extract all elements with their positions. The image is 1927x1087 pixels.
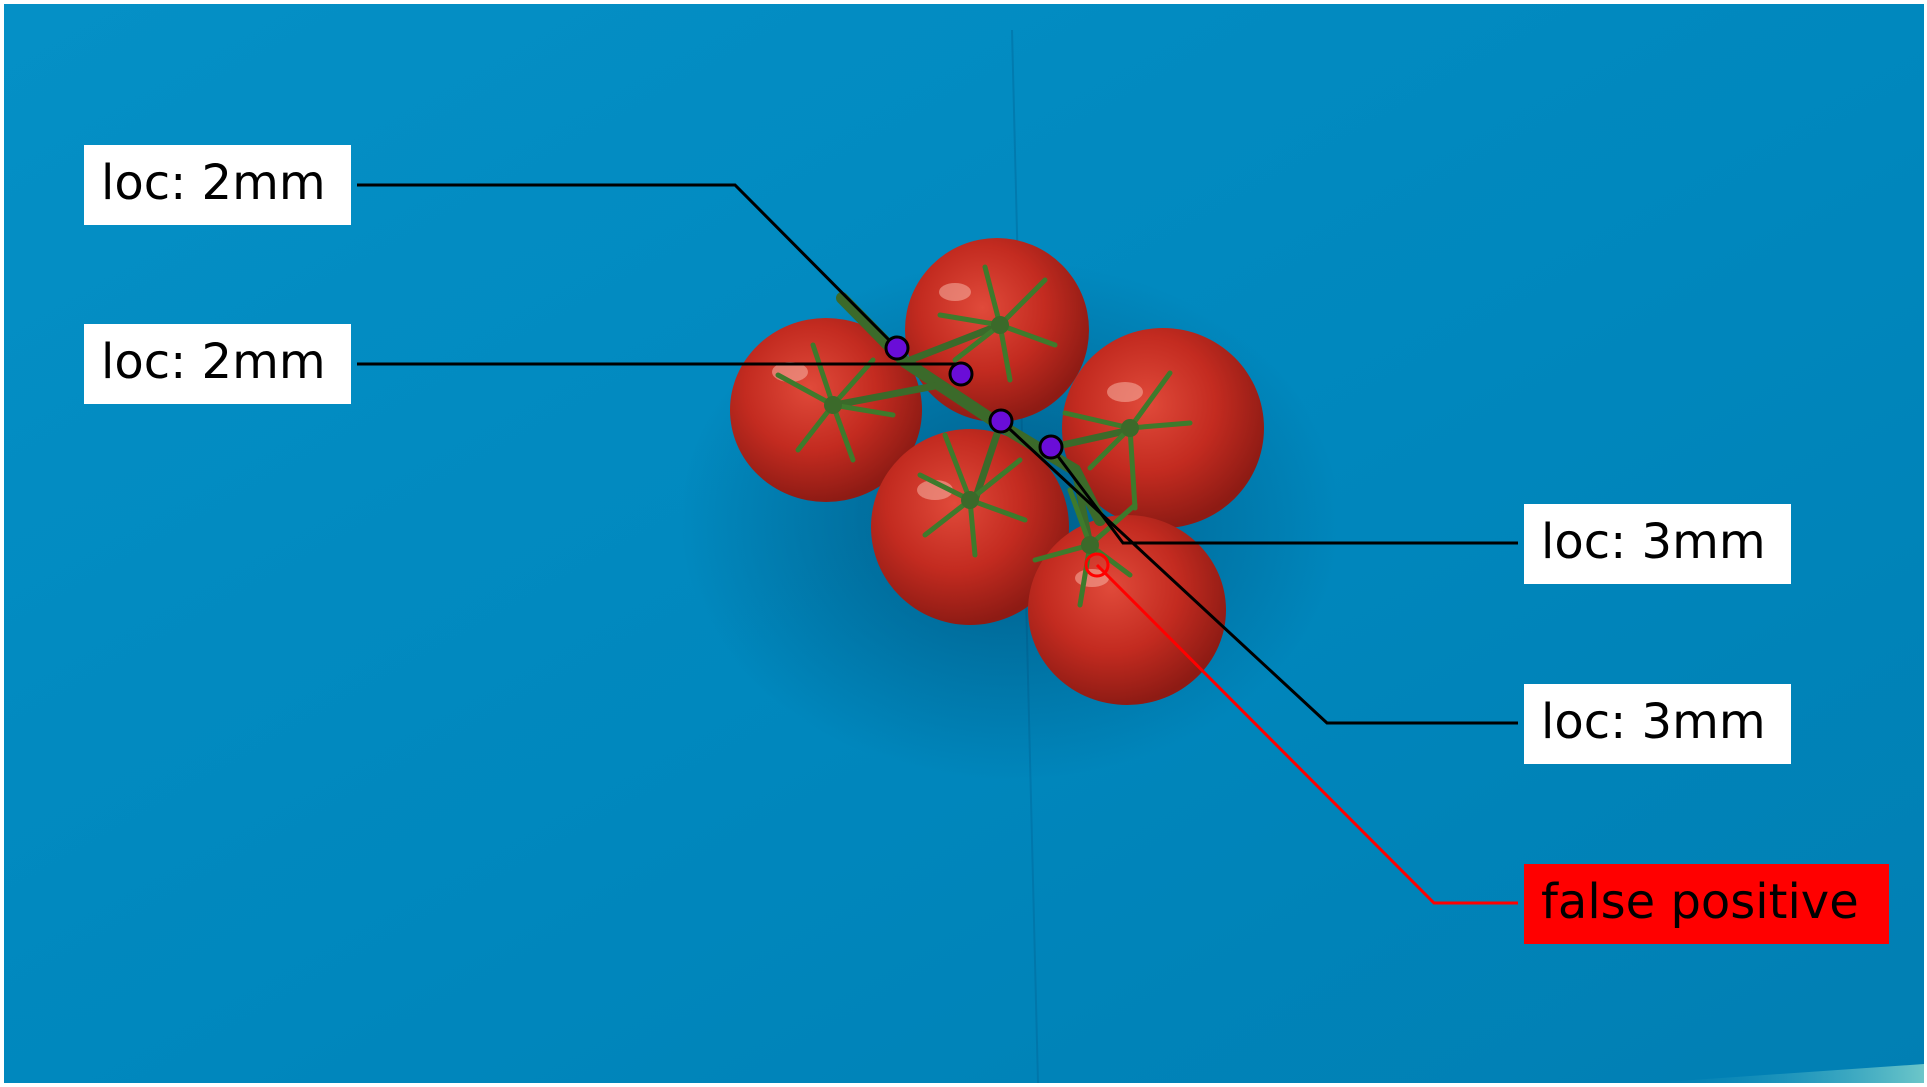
false-positive-marker bbox=[1084, 552, 1110, 578]
detection-marker bbox=[1038, 434, 1064, 460]
tomato bbox=[1062, 328, 1264, 528]
false-positive-label-text: false positive bbox=[1541, 874, 1859, 930]
detection-marker bbox=[948, 361, 974, 387]
detection-markers bbox=[884, 335, 1110, 578]
tomato-cluster bbox=[680, 238, 1340, 780]
leader-line bbox=[357, 183, 899, 350]
annotation-label-text: loc: 3mm bbox=[1541, 694, 1766, 750]
detection-marker bbox=[988, 408, 1014, 434]
tomato bbox=[1028, 515, 1226, 705]
annotation-label: loc: 3mm bbox=[1524, 684, 1791, 764]
annotation-label-text: loc: 2mm bbox=[101, 334, 326, 390]
false-positive-label: false positive bbox=[1524, 864, 1889, 944]
annotation-label: loc: 3mm bbox=[1524, 504, 1791, 584]
annotation-label: loc: 2mm bbox=[84, 145, 351, 225]
leader-lines bbox=[357, 183, 1518, 905]
annotation-label-text: loc: 2mm bbox=[101, 155, 326, 211]
leader-line bbox=[999, 419, 1518, 725]
leader-line-false-positive bbox=[1095, 563, 1518, 905]
annotation-label-text: loc: 3mm bbox=[1541, 514, 1766, 570]
leader-line bbox=[1049, 446, 1518, 545]
annotation-label: loc: 2mm bbox=[84, 324, 351, 404]
detection-marker bbox=[884, 335, 910, 361]
